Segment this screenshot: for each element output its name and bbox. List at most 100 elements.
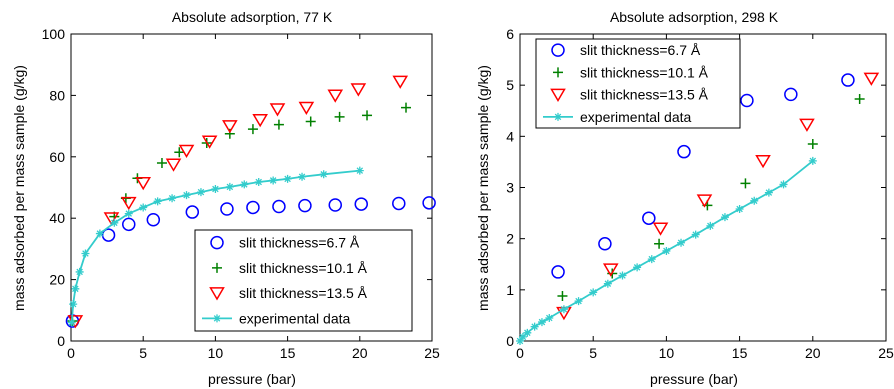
data-point [598, 237, 612, 251]
data-point [602, 263, 619, 277]
legend-box [535, 38, 741, 129]
data-point [557, 290, 568, 301]
data-point [574, 297, 583, 306]
y-tick-label: 20 [49, 272, 65, 288]
x-tick-label: 10 [208, 345, 224, 361]
legend-label: slit thickness=10.1 Å [239, 260, 368, 276]
x-axis-label: pressure (bar) [208, 371, 296, 387]
y-tick-label: 40 [49, 210, 65, 226]
y-tick-label: 60 [49, 149, 65, 165]
data-point [174, 147, 185, 158]
data-point [696, 194, 713, 208]
data-point [283, 174, 292, 183]
series-circle [551, 73, 855, 279]
data-point [589, 288, 598, 297]
data-point [677, 144, 691, 159]
legend-marker [550, 88, 566, 102]
legend-label: experimental data [580, 109, 692, 125]
data-point [156, 157, 167, 168]
legend-box [194, 229, 413, 332]
data-point [334, 111, 345, 122]
legend-marker [551, 43, 565, 57]
data-point [67, 318, 76, 327]
data-point [355, 166, 364, 175]
data-point [863, 72, 880, 86]
legend-label: slit thickness=6.7 Å [580, 42, 701, 58]
data-point [691, 230, 700, 239]
data-point [272, 199, 286, 214]
data-point [735, 204, 744, 213]
data-point [269, 176, 278, 185]
data-point [633, 263, 642, 272]
data-point [516, 337, 524, 345]
data-point [319, 170, 328, 179]
data-point [784, 87, 798, 102]
y-tick-label: 3 [506, 180, 514, 196]
data-point [298, 198, 312, 213]
x-tick-label: 5 [589, 345, 597, 361]
data-point [110, 218, 119, 227]
legend-marker [210, 235, 224, 250]
legend-marker [554, 112, 562, 121]
x-tick-label: 20 [805, 345, 821, 361]
data-point [298, 101, 315, 116]
legend: slit thickness=6.7 Å slit thickness=10.1 … [194, 229, 413, 332]
data-point [545, 313, 554, 322]
x-tick-label: 25 [878, 345, 894, 361]
data-point [392, 196, 406, 211]
data-point [618, 271, 627, 280]
data-point [841, 73, 855, 87]
data-point [153, 197, 162, 206]
data-point [740, 93, 754, 108]
data-point [755, 154, 771, 169]
data-point [196, 188, 205, 197]
legend-label: slit thickness=13.5 Å [580, 87, 709, 103]
data-point [103, 212, 120, 226]
data-point [201, 135, 218, 149]
y-tick-label: 2 [506, 231, 514, 247]
y-tick-label: 0 [506, 333, 514, 349]
series-asterisk-line [67, 166, 364, 327]
data-point [178, 144, 195, 158]
data-point [642, 211, 656, 225]
data-point [647, 255, 656, 264]
y-tick-label: 80 [49, 87, 65, 103]
data-point [246, 200, 260, 215]
data-point [799, 118, 815, 132]
data-point [124, 209, 133, 218]
legend-marker [553, 67, 563, 78]
data-point [101, 228, 116, 242]
data-point [220, 202, 234, 216]
data-point [222, 120, 238, 134]
data-point [779, 180, 788, 189]
data-point [328, 198, 343, 212]
data-point [165, 158, 182, 172]
data-point [185, 205, 200, 219]
plot-area-frame [70, 33, 433, 342]
data-point [392, 75, 409, 89]
data-point [518, 332, 527, 341]
data-point [168, 194, 177, 203]
data-point [422, 196, 436, 210]
legend-label: experimental data [239, 310, 351, 326]
legend-marker [213, 314, 221, 323]
data-point [182, 191, 191, 200]
data-point [603, 279, 612, 288]
data-point [211, 185, 220, 194]
x-axis-label: pressure (bar) [650, 371, 738, 387]
data-point [252, 114, 268, 128]
x-tick-label: 15 [732, 345, 748, 361]
legend-marker [209, 287, 225, 301]
data-point [354, 197, 368, 211]
data-point [720, 213, 729, 222]
data-point [254, 177, 263, 186]
x-tick-label: 20 [352, 345, 368, 361]
chart-298k: Absolute adsorption, 298 K pressure (bar… [475, 9, 894, 387]
data-point [537, 318, 546, 327]
data-point [750, 196, 759, 205]
data-point [362, 110, 373, 121]
data-point [71, 284, 80, 293]
data-point [146, 212, 161, 227]
series-triangle-down [67, 75, 409, 329]
